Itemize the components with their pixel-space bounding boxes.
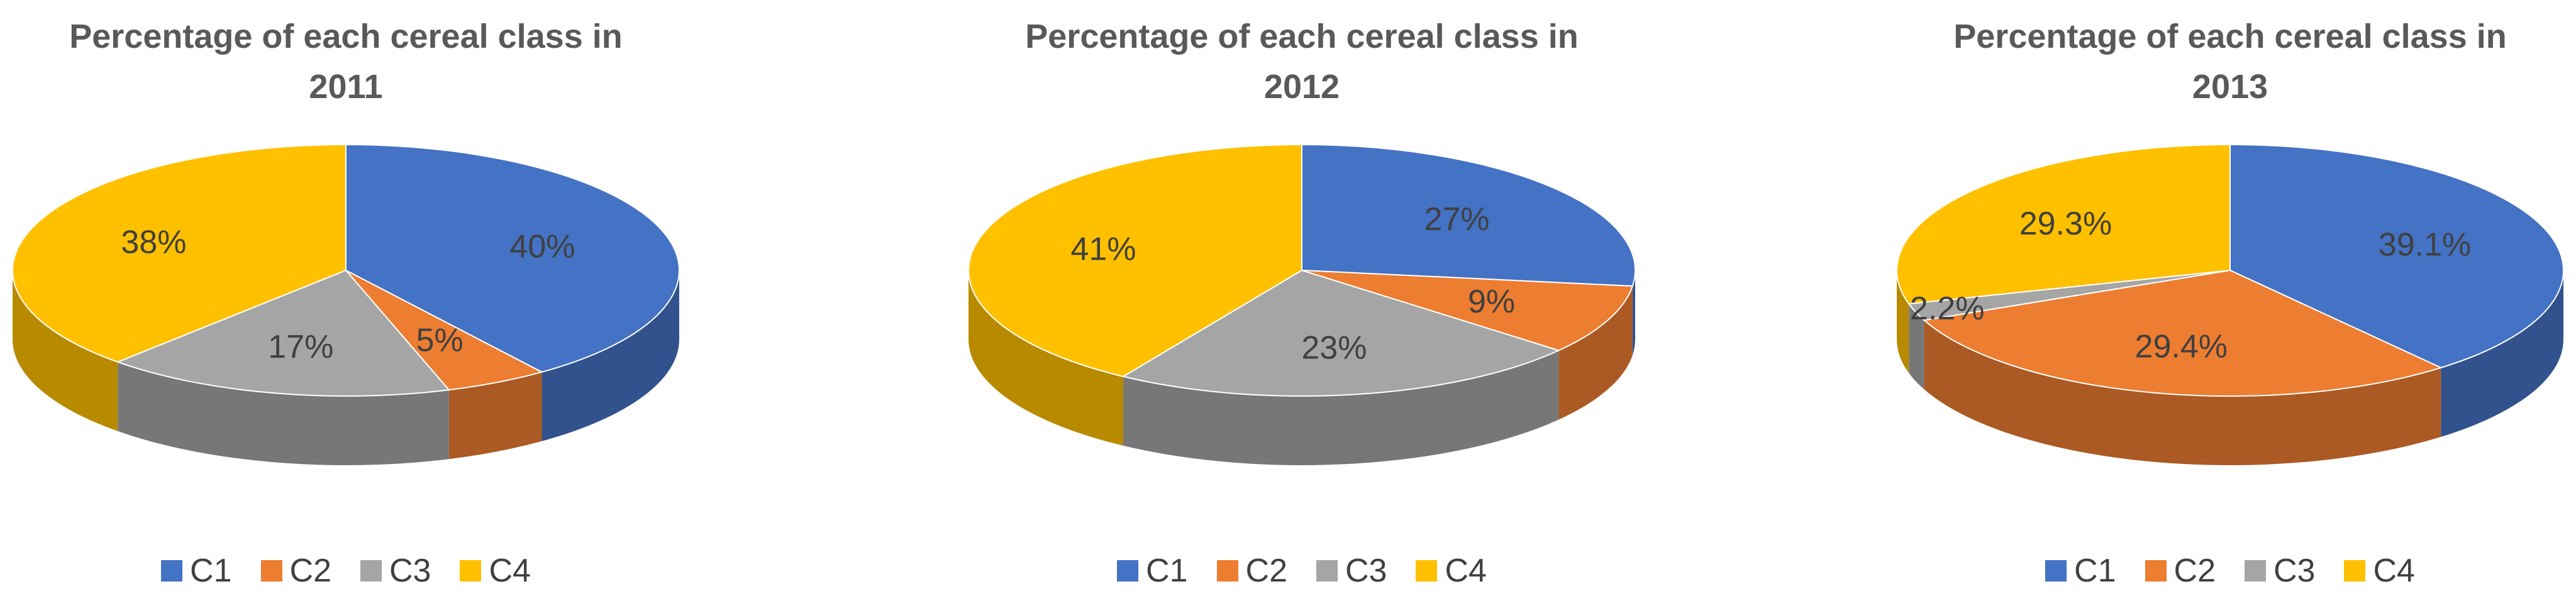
chart-title-line-2: 2013: [2192, 68, 2268, 106]
pie-slice-c1: [1301, 143, 1636, 287]
chart-panel-2012: Percentage of each cereal class in 2012 …: [956, 0, 1648, 601]
pie-chart: 40% 5% 17% 38%: [12, 143, 680, 465]
pie-side-c3: [118, 361, 449, 465]
chart-panel-2011: Percentage of each cereal class in 2011 …: [0, 0, 692, 601]
legend-swatch: [260, 560, 282, 582]
legend-item-c1: C1: [2045, 552, 2116, 590]
data-label-c2: 9%: [1468, 284, 1515, 320]
pie-slice-c4: [1896, 143, 2231, 305]
chart-legend: C1 C2 C3 C4: [0, 552, 692, 590]
chart-title: Percentage of each cereal class in 2011: [0, 11, 692, 112]
data-label-c2: 5%: [416, 322, 464, 358]
legend-item-c3: C3: [360, 552, 431, 590]
pie-slice-c3: [1121, 269, 1561, 397]
chart-panel-2013: Percentage of each cereal class in 2013 …: [1884, 0, 2576, 601]
legend-label: C2: [2174, 553, 2216, 589]
legend-item-c4: C4: [1416, 552, 1487, 590]
pie-top-group: [968, 143, 1636, 397]
legend-swatch: [1117, 560, 1139, 582]
legend-label: C4: [489, 553, 531, 589]
pie-side-c2: [1558, 286, 1633, 420]
pie-slice-c3: [116, 269, 450, 397]
legend-item-c2: C2: [260, 552, 331, 590]
legend-item-c4: C4: [2344, 552, 2415, 590]
legend-swatch: [2344, 560, 2366, 582]
legend-swatch: [1216, 560, 1238, 582]
legend-label: C1: [1146, 553, 1188, 589]
pie-side-group: [1897, 270, 2563, 465]
pie-slice-c2: [1923, 269, 2443, 397]
data-label-c3: 23%: [1301, 329, 1367, 366]
data-label-c4: 41%: [1070, 231, 1136, 267]
pie-side-c2: [448, 372, 542, 460]
legend-item-c3: C3: [1316, 552, 1387, 590]
pie-side-c1: [1632, 270, 1635, 356]
data-label-c1: 27%: [1424, 201, 1489, 238]
legend-label: C4: [2373, 553, 2415, 589]
legend-item-c1: C1: [161, 552, 232, 590]
legend-label: C2: [289, 553, 331, 589]
legend-swatch: [2145, 560, 2167, 582]
pie-slice-c2: [1301, 270, 1634, 351]
chart-legend: C1 C2 C3 C4: [956, 552, 1648, 590]
legend-swatch: [2045, 560, 2067, 582]
chart-title: Percentage of each cereal class in 2012: [956, 11, 1648, 112]
pie-slice-c2: [345, 270, 544, 391]
legend-swatch: [1416, 560, 1438, 582]
chart-title-line-1: Percentage of each cereal class in: [69, 18, 623, 55]
legend-label: C3: [1345, 553, 1387, 589]
pie-side-c4: [969, 270, 1124, 446]
legend-label: C1: [2074, 553, 2116, 589]
legend-item-c4: C4: [460, 552, 531, 590]
pie-side-c3: [1909, 304, 1924, 390]
data-label-c3: 2.2%: [1910, 290, 1985, 327]
pie-side-c1: [541, 270, 679, 441]
chart-title: Percentage of each cereal class in 2013: [1884, 11, 2576, 112]
pie-slice-c1: [2229, 143, 2564, 368]
legend-swatch: [161, 560, 183, 582]
chart-title-line-1: Percentage of each cereal class in: [1953, 18, 2507, 55]
pie-top-group: [12, 143, 680, 397]
data-label-c4: 29.3%: [2019, 206, 2112, 242]
legend-item-c2: C2: [1216, 552, 1287, 590]
pie-side-group: [13, 270, 679, 465]
legend-label: C3: [2273, 553, 2316, 589]
pie-side-c4: [1897, 270, 1909, 373]
pie-slice-c4: [968, 143, 1302, 377]
data-label-c3: 17%: [268, 329, 333, 365]
legend-label: C2: [1245, 553, 1287, 589]
legend-label: C3: [389, 553, 431, 589]
pie-side-c2: [1924, 320, 2441, 465]
data-label-c1: 40%: [509, 229, 575, 265]
pie-top-group: [1896, 143, 2564, 397]
legend-item-c1: C1: [1117, 552, 1188, 590]
chart-legend: C1 C2 C3 C4: [1884, 552, 2576, 590]
pie-chart: 27% 9% 23% 41%: [968, 143, 1636, 465]
data-label-c4: 38%: [121, 224, 186, 260]
data-label-c2: 29.4%: [2135, 328, 2228, 365]
data-label-c1: 39.1%: [2379, 226, 2471, 263]
legend-label: C1: [190, 553, 232, 589]
pie-slice-c4: [12, 143, 347, 363]
legend-item-c3: C3: [2245, 552, 2315, 590]
chart-title-line-1: Percentage of each cereal class in: [1025, 18, 1579, 55]
legend-swatch: [460, 560, 482, 582]
legend-label: C4: [1445, 553, 1487, 589]
legend-item-c2: C2: [2145, 552, 2216, 590]
legend-swatch: [2245, 560, 2266, 582]
pie-side-c4: [13, 270, 118, 431]
legend-swatch: [360, 560, 382, 582]
pie-side-group: [969, 270, 1635, 465]
pie-chart: 39.1% 29.4% 2.2% 29.3%: [1896, 143, 2564, 465]
pie-slice-c1: [345, 143, 680, 373]
legend-swatch: [1316, 560, 1338, 582]
pie-side-c3: [1123, 350, 1559, 465]
chart-title-line-2: 2011: [309, 68, 383, 106]
chart-title-line-2: 2012: [1263, 68, 1340, 106]
pie-side-c1: [2441, 270, 2563, 437]
